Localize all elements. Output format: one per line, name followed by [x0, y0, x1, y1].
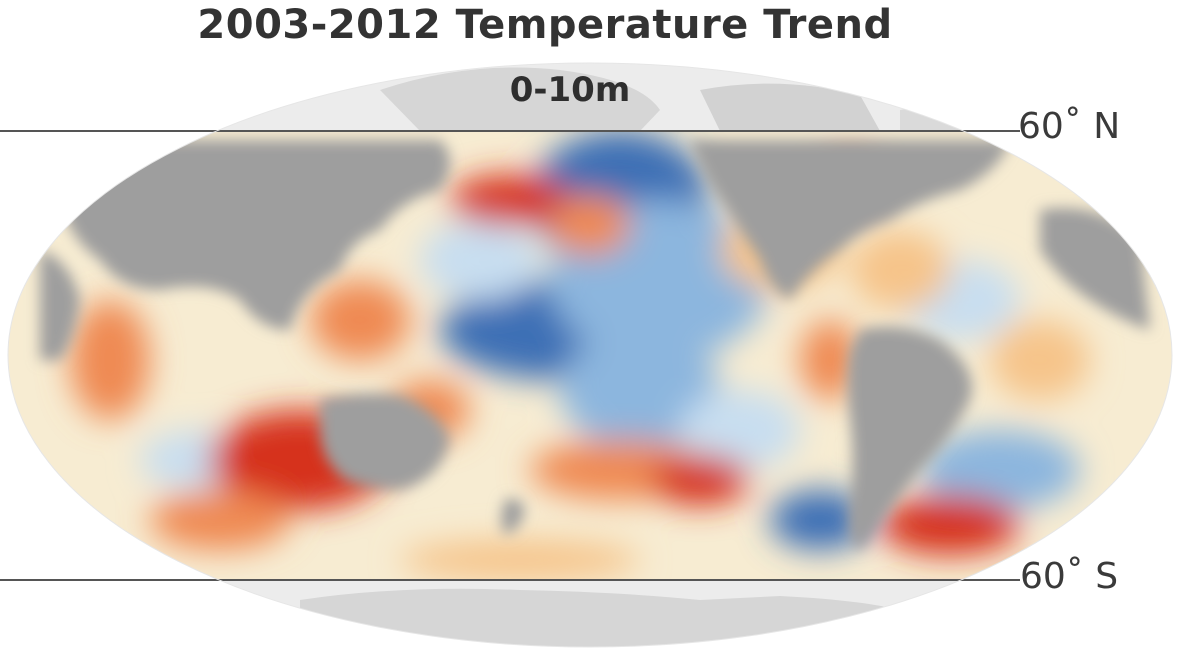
globe-outline [7, 62, 1173, 648]
latitude-label-60s: 60˚ S [1020, 556, 1119, 597]
land-masses [40, 140, 1150, 550]
map-subtitle: 0-10m [509, 70, 631, 110]
map-title: 2003-2012 Temperature Trend [197, 2, 893, 48]
ocean-temperature-field [8, 131, 1172, 580]
latitude-label-60n: 60˚ N [1018, 106, 1121, 147]
